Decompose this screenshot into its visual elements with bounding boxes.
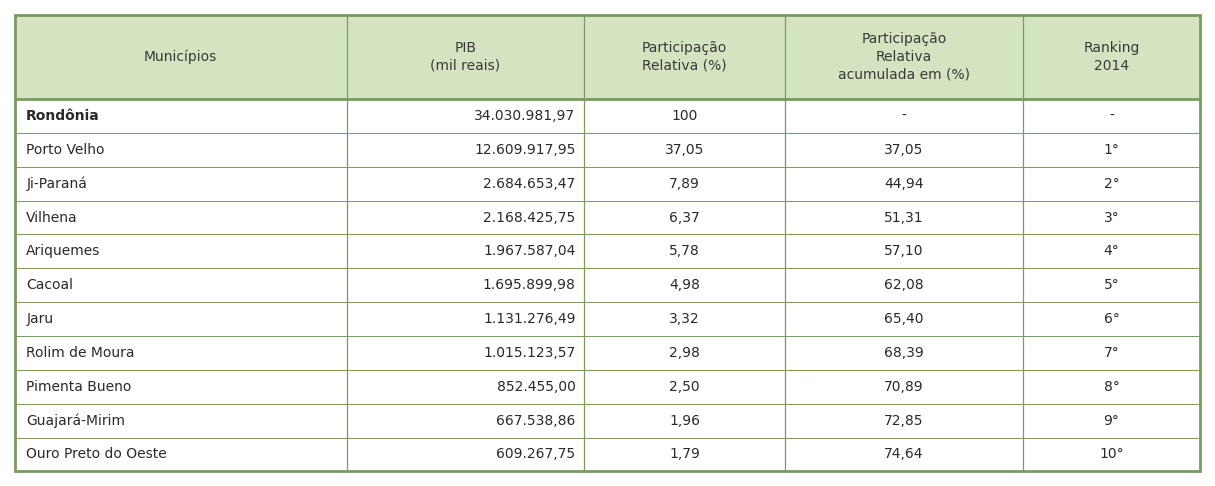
Text: 2.168.425,75: 2.168.425,75 — [484, 210, 576, 225]
Text: 10°: 10° — [1100, 448, 1124, 462]
Text: Participação
Relativa
acumulada em (%): Participação Relativa acumulada em (%) — [838, 32, 970, 82]
Bar — [15, 15, 1200, 99]
Text: 4,98: 4,98 — [669, 278, 700, 292]
Text: 609.267,75: 609.267,75 — [497, 448, 576, 462]
Text: 3°: 3° — [1103, 210, 1119, 225]
Text: PIB
(mil reais): PIB (mil reais) — [430, 41, 501, 73]
Bar — [15, 437, 1200, 471]
Text: 852.455,00: 852.455,00 — [497, 380, 576, 394]
Text: 7,89: 7,89 — [669, 177, 700, 191]
Text: Ji-Paraná: Ji-Paraná — [27, 176, 87, 191]
Text: Ranking
2014: Ranking 2014 — [1084, 41, 1140, 73]
Text: Jaru: Jaru — [27, 312, 53, 326]
Text: Ariquemes: Ariquemes — [27, 244, 101, 259]
Text: 12.609.917,95: 12.609.917,95 — [474, 143, 576, 157]
Text: 4°: 4° — [1103, 244, 1119, 259]
Text: 2,98: 2,98 — [669, 346, 700, 360]
Text: 65,40: 65,40 — [885, 312, 923, 326]
Text: 1.695.899,98: 1.695.899,98 — [482, 278, 576, 292]
Text: 667.538,86: 667.538,86 — [496, 414, 576, 428]
Bar — [15, 404, 1200, 437]
Bar — [15, 302, 1200, 336]
Text: Rondônia: Rondônia — [27, 109, 100, 123]
Text: Vilhena: Vilhena — [27, 210, 78, 225]
Text: 70,89: 70,89 — [885, 380, 923, 394]
Text: 6°: 6° — [1103, 312, 1119, 326]
Bar — [15, 268, 1200, 302]
Text: Porto Velho: Porto Velho — [27, 143, 104, 157]
Text: 100: 100 — [672, 109, 697, 123]
Text: 1.131.276,49: 1.131.276,49 — [484, 312, 576, 326]
Bar — [15, 133, 1200, 167]
Text: 9°: 9° — [1103, 414, 1119, 428]
Text: 57,10: 57,10 — [885, 244, 923, 259]
Text: Municípios: Municípios — [143, 50, 217, 64]
Text: 1,96: 1,96 — [669, 414, 700, 428]
Text: 34.030.981,97: 34.030.981,97 — [474, 109, 576, 123]
Text: 8°: 8° — [1103, 380, 1119, 394]
Text: 62,08: 62,08 — [885, 278, 923, 292]
Text: 68,39: 68,39 — [885, 346, 923, 360]
Text: 2.684.653,47: 2.684.653,47 — [484, 177, 576, 191]
Text: 3,32: 3,32 — [669, 312, 700, 326]
Text: Ouro Preto do Oeste: Ouro Preto do Oeste — [27, 448, 166, 462]
Text: Cacoal: Cacoal — [27, 278, 73, 292]
Bar — [15, 167, 1200, 201]
Text: 2,50: 2,50 — [669, 380, 700, 394]
Text: 1.015.123,57: 1.015.123,57 — [484, 346, 576, 360]
Bar — [15, 370, 1200, 404]
Bar — [15, 336, 1200, 370]
Text: 7°: 7° — [1103, 346, 1119, 360]
Text: 37,05: 37,05 — [665, 143, 705, 157]
Text: Pimenta Bueno: Pimenta Bueno — [27, 380, 131, 394]
Text: 1.967.587,04: 1.967.587,04 — [484, 244, 576, 259]
Text: 1°: 1° — [1103, 143, 1119, 157]
Text: 44,94: 44,94 — [885, 177, 923, 191]
Text: Guajará-Mirim: Guajará-Mirim — [27, 414, 125, 428]
Bar — [15, 234, 1200, 268]
Bar — [15, 99, 1200, 133]
Text: 6,37: 6,37 — [669, 210, 700, 225]
Text: 1,79: 1,79 — [669, 448, 700, 462]
Text: Participação
Relativa (%): Participação Relativa (%) — [642, 41, 728, 73]
Text: Rolim de Moura: Rolim de Moura — [27, 346, 135, 360]
Bar — [15, 201, 1200, 234]
Text: 51,31: 51,31 — [885, 210, 923, 225]
Text: -: - — [1109, 109, 1114, 123]
Text: 5,78: 5,78 — [669, 244, 700, 259]
Text: 2°: 2° — [1103, 177, 1119, 191]
Text: 74,64: 74,64 — [885, 448, 923, 462]
Text: 37,05: 37,05 — [885, 143, 923, 157]
Text: 72,85: 72,85 — [885, 414, 923, 428]
Text: 5°: 5° — [1103, 278, 1119, 292]
Text: -: - — [902, 109, 906, 123]
